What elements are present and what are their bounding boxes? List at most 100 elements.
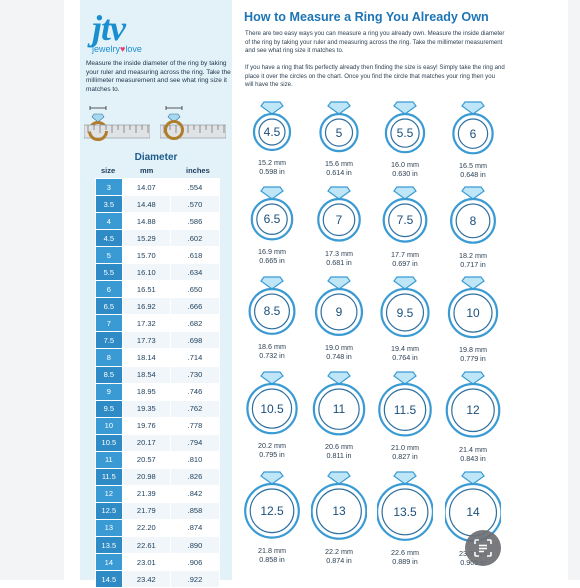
ring-size-label: 7.5 [377, 213, 433, 227]
table-row: 14 23.01.906 [96, 554, 220, 571]
mm-cell: 22.61 [122, 536, 170, 553]
ring-inches: 0.889 in [375, 557, 435, 566]
intro-paragraph: There are two easy ways you can measure … [245, 30, 505, 56]
ring-inches: 0.764 in [375, 353, 435, 362]
inches-cell: .874 [170, 519, 219, 536]
table-row: 10 19.76.778 [96, 417, 220, 434]
ring-mm: 22.2 mm [309, 547, 369, 556]
ring-mm: 20.2 mm [242, 441, 302, 450]
ring-size-circle: 10.5 [244, 370, 300, 437]
ring-size-circle: 6.5 [244, 185, 300, 243]
ring-measurement: 22.6 mm 0.889 in [375, 548, 435, 566]
ring-size-label: 5 [311, 126, 367, 140]
size-cell: 14 [96, 554, 123, 571]
ring-size-label: 13 [311, 504, 367, 518]
mm-cell: 19.35 [122, 400, 170, 417]
table-row: 4 14.88.586 [96, 213, 220, 230]
inches-cell: .858 [170, 502, 219, 519]
ring-measurement: 15.2 mm 0.598 in [242, 158, 302, 176]
inches-cell: .730 [170, 366, 219, 383]
table-row: 13 22.20.874 [96, 519, 220, 536]
table-row: 8 18.14.714 [96, 349, 220, 366]
ring-size-label: 12 [445, 403, 501, 417]
inches-cell: .922 [170, 571, 219, 588]
ring-size-circle: 12.5 [244, 470, 300, 542]
table-row: 10.5 20.17.794 [96, 434, 220, 451]
mm-cell: 18.95 [122, 383, 170, 400]
inches-cell: .762 [170, 400, 219, 417]
ring-size-label: 13.5 [377, 505, 433, 519]
mm-cell: 20.17 [122, 434, 170, 451]
size-cell: 13 [96, 519, 123, 536]
ring-size-label: 14 [445, 505, 501, 519]
ring-measurement: 16.0 mm 0.630 in [375, 160, 435, 178]
ring-mm: 16.5 mm [443, 161, 503, 170]
ring-mm: 22.6 mm [375, 548, 435, 557]
ring-mm: 19.4 mm [375, 344, 435, 353]
ring-measurement: 16.5 mm 0.648 in [443, 161, 503, 179]
inches-cell: .778 [170, 417, 219, 434]
ring-inches: 0.648 in [443, 170, 503, 179]
size-cell: 10.5 [96, 434, 123, 451]
ring-size-circle: 13.5 [377, 470, 433, 544]
mm-cell: 16.92 [122, 298, 170, 315]
inches-cell: .682 [170, 315, 219, 332]
ring-size-circle: 8 [445, 185, 501, 247]
table-row: 7 17.32.682 [96, 315, 220, 332]
inches-header: inches [186, 166, 210, 175]
ring-size-circle: 7 [311, 185, 367, 245]
ring-measurement: 18.2 mm 0.717 in [443, 251, 503, 269]
ring-size-label: 4.5 [244, 125, 300, 139]
ring-inches: 0.811 in [309, 451, 369, 460]
ring-measurement: 19.8 mm 0.779 in [443, 345, 503, 363]
ring-inches: 0.681 in [309, 258, 369, 267]
inches-cell: .586 [170, 213, 219, 230]
inches-cell: .906 [170, 554, 219, 571]
size-cell: 12 [96, 485, 123, 502]
ring-measurement: 17.3 mm 0.681 in [309, 249, 369, 267]
size-cell: 3.5 [96, 196, 123, 213]
size-cell: 14.5 [96, 571, 123, 588]
mm-cell: 19.76 [122, 417, 170, 434]
inches-cell: .666 [170, 298, 219, 315]
ring-inches: 0.697 in [375, 259, 435, 268]
ring-mm: 21.4 mm [443, 445, 503, 454]
mm-cell: 14.07 [122, 179, 170, 196]
size-cell: 6 [96, 281, 123, 298]
ring-mm: 19.0 mm [309, 343, 369, 352]
ring-inches: 0.795 in [242, 450, 302, 459]
ring-measurement: 20.2 mm 0.795 in [242, 441, 302, 459]
table-row: 3 14.07.554 [96, 179, 220, 196]
size-cell: 4.5 [96, 230, 123, 247]
jtv-logo: jtv jewelry♥love [92, 10, 142, 54]
ring-size-label: 6 [445, 127, 501, 141]
table-row: 14.5 23.42.922 [96, 571, 220, 588]
mm-cell: 17.32 [122, 315, 170, 332]
scan-text-button[interactable] [465, 530, 501, 566]
table-row: 8.5 18.54.730 [96, 366, 220, 383]
size-cell: 6.5 [96, 298, 123, 315]
ring-size-label: 10.5 [244, 402, 300, 416]
ring-size-circle: 8.5 [244, 275, 300, 338]
left-margin [0, 0, 64, 580]
inches-cell: .714 [170, 349, 219, 366]
ring-measurement: 19.4 mm 0.764 in [375, 344, 435, 362]
table-row: 5 15.70.618 [96, 247, 220, 264]
inches-cell: .810 [170, 451, 219, 468]
scan-text-icon [474, 539, 492, 557]
size-cell: 7.5 [96, 332, 123, 349]
size-cell: 11.5 [96, 468, 123, 485]
size-cell: 4 [96, 213, 123, 230]
table-row: 5.5 16.10.634 [96, 264, 220, 281]
ring-size-circle: 11 [311, 370, 367, 438]
ring-measurement: 16.9 mm 0.665 in [242, 247, 302, 265]
ring-measurement: 21.8 mm 0.858 in [242, 546, 302, 564]
ring-size-label: 5.5 [377, 126, 433, 140]
ring-measurement: 19.0 mm 0.748 in [309, 343, 369, 361]
ring-size-circle: 7.5 [377, 185, 433, 246]
ring-inches: 0.858 in [242, 555, 302, 564]
ring-size-label: 6.5 [244, 212, 300, 226]
logo-tagline: jewelry♥love [92, 44, 142, 54]
inches-cell: .842 [170, 485, 219, 502]
ring-mm: 15.2 mm [242, 158, 302, 167]
